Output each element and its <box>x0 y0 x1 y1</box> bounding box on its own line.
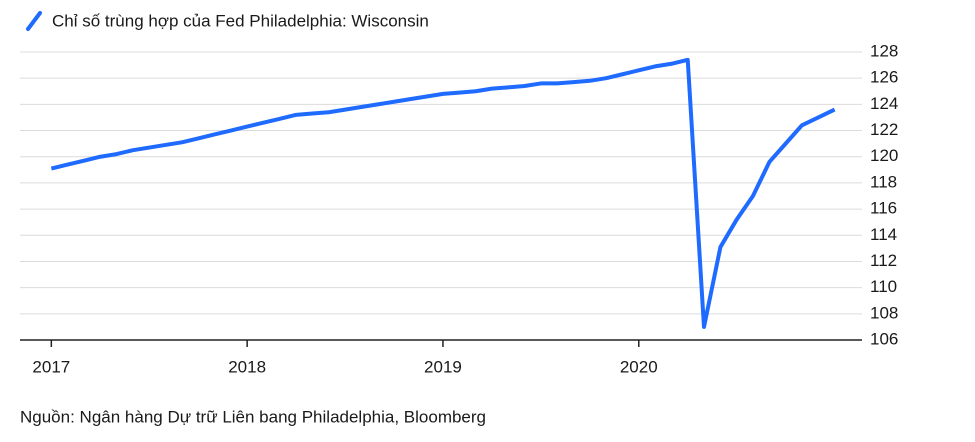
y-tick-label: 126 <box>870 68 898 87</box>
y-tick-label: 112 <box>870 251 897 270</box>
y-tick-label: 122 <box>870 120 898 139</box>
x-tick-label: 2019 <box>424 357 462 376</box>
x-tick-label: 2017 <box>32 357 70 376</box>
y-tick-label: 118 <box>870 172 897 191</box>
chart-title: Chỉ số trùng hợp của Fed Philadelphia: W… <box>52 11 429 30</box>
x-tick-label: 2020 <box>620 357 658 376</box>
y-tick-label: 106 <box>870 329 898 348</box>
y-tick-label: 108 <box>870 303 898 322</box>
data-line <box>50 57 836 329</box>
y-tick-label: 120 <box>870 146 898 165</box>
y-tick-label: 116 <box>870 199 897 218</box>
y-tick-label: 124 <box>870 94 898 113</box>
source-note: Nguồn: Ngân hàng Dự trữ Liên bang Philad… <box>20 407 486 426</box>
x-tick-label: 2018 <box>228 357 266 376</box>
y-tick-label: 128 <box>870 41 898 60</box>
y-tick-label: 110 <box>870 277 897 296</box>
legend-swatch <box>26 11 42 31</box>
y-tick-label: 114 <box>870 225 897 244</box>
